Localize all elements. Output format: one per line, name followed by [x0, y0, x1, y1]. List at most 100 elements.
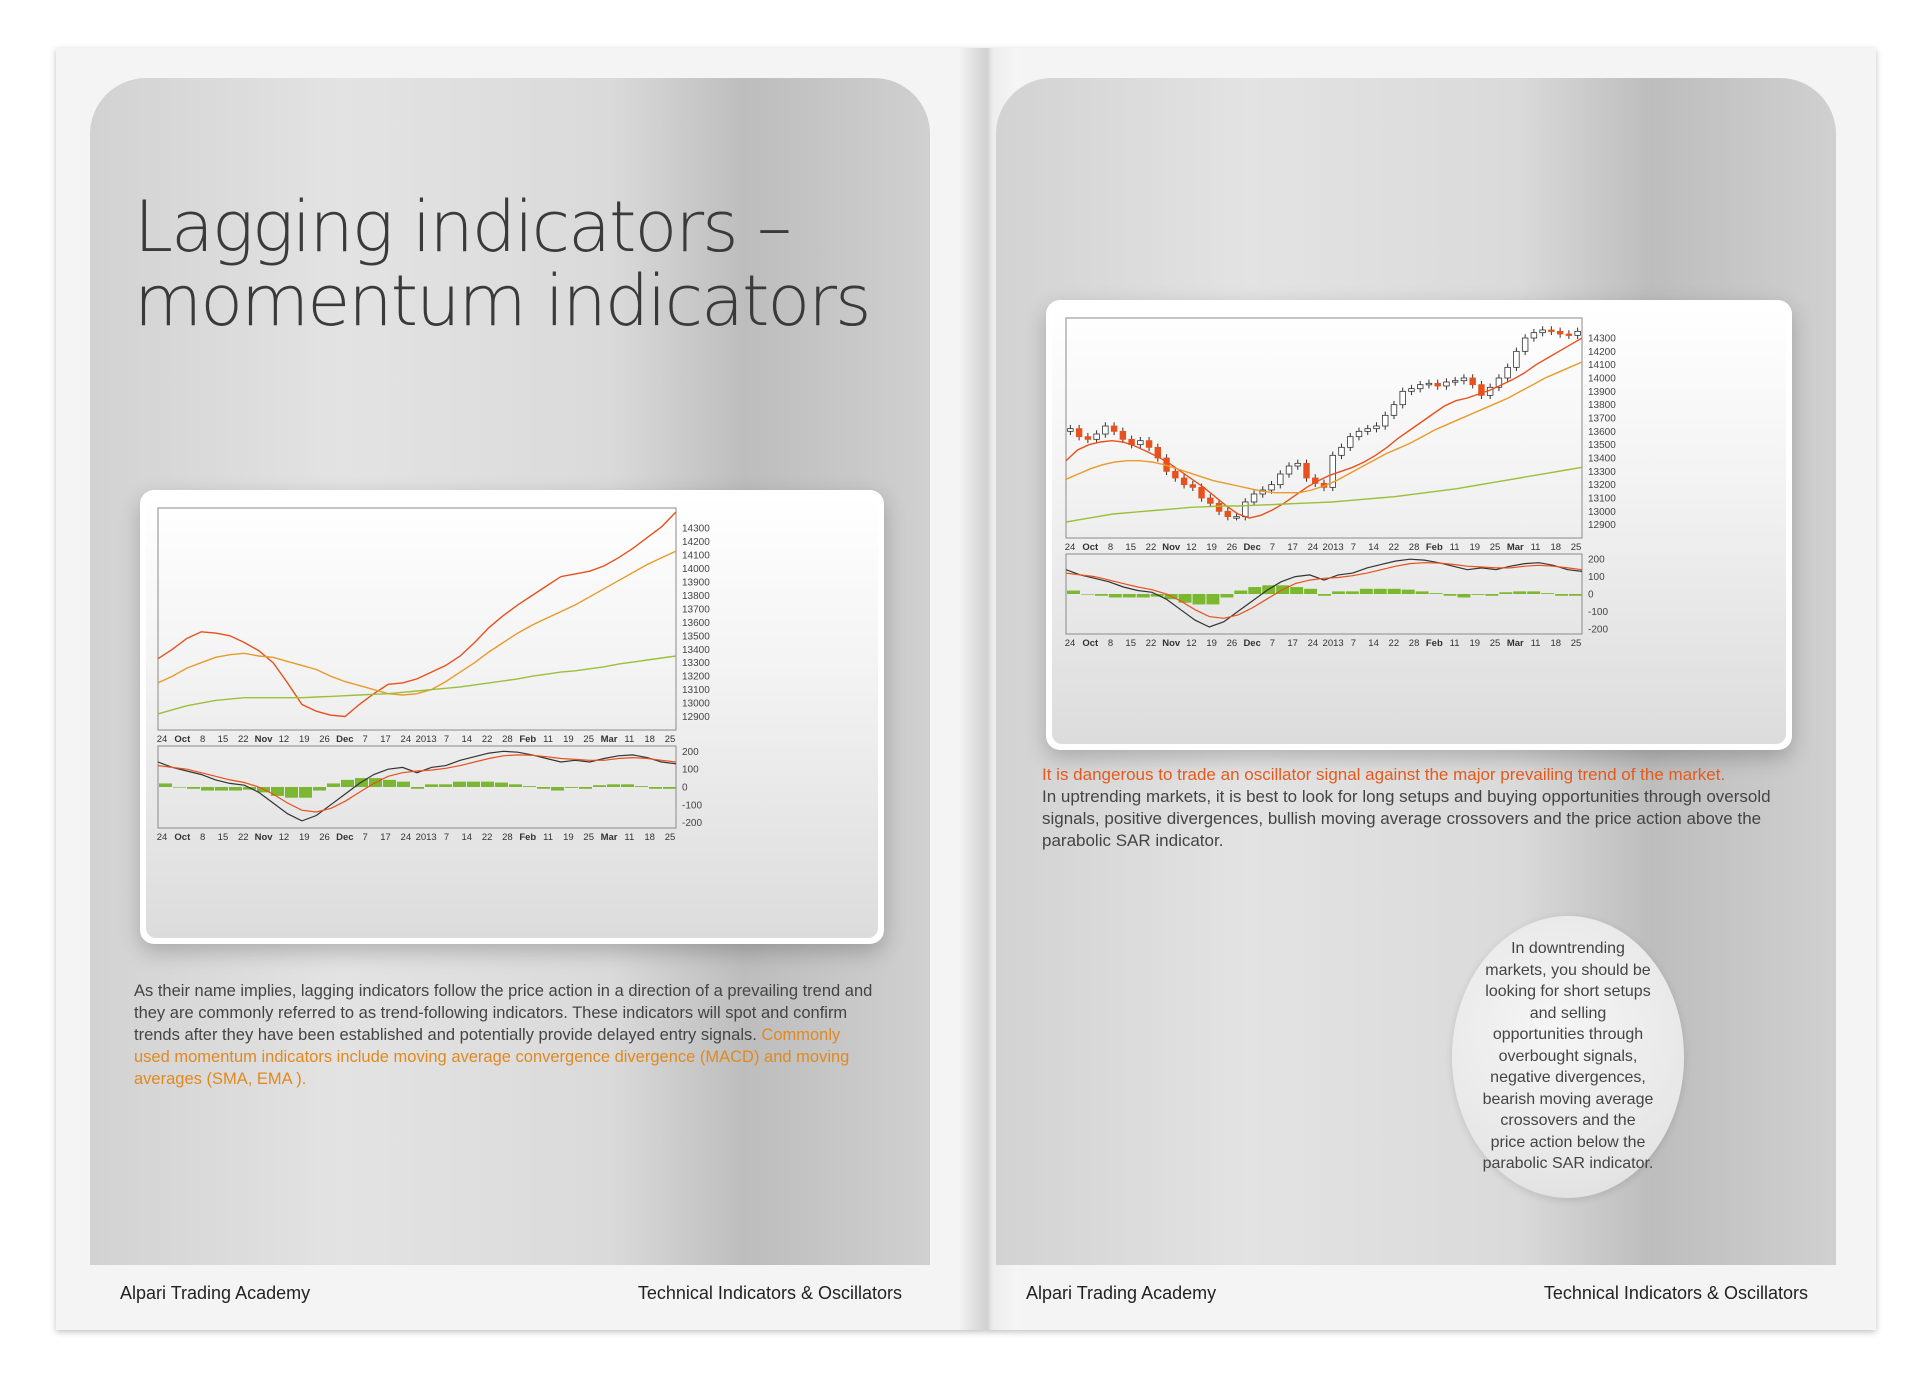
histogram-bar [1136, 594, 1150, 598]
warning-text: It is dangerous to trade an oscillator s… [1042, 765, 1726, 784]
x-tick-label: 8 [200, 734, 205, 745]
x-tick-label: 7 [1270, 542, 1275, 553]
candle [1215, 502, 1223, 512]
histogram-bar [299, 787, 312, 798]
x-tick-label: 24 [1308, 638, 1319, 649]
y-tick-label: 200 [1588, 555, 1605, 566]
histogram-bar [481, 781, 494, 787]
x-tick-label: 22 [482, 734, 493, 745]
y-tick-label: 13100 [1588, 494, 1616, 505]
ma-macd-chart: 14300 14200 14100 14000 13900 13800 13700 13600… [140, 490, 884, 944]
x-tick-label: 7 [363, 734, 368, 745]
highlight-text: Commonly used momentum indicators includ… [134, 1026, 850, 1088]
x-tick-label: 7 [1351, 638, 1356, 649]
x-tick-label: 19 [563, 734, 574, 745]
x-tick-label: Feb [1426, 542, 1443, 553]
candle [1539, 329, 1546, 334]
x-tick-label: 22 [1389, 542, 1400, 553]
x-tick-label: 19 [299, 832, 310, 843]
x-tick-label: 7 [1351, 542, 1356, 553]
x-tick-label: 19 [563, 832, 574, 843]
x-tick-label: 24 [157, 832, 168, 843]
histogram-bar [635, 786, 648, 787]
brochure-spread: Lagging indicators – momentum indicators… [56, 48, 1876, 1330]
histogram-bar [187, 787, 200, 789]
y-tick-label: 0 [1588, 590, 1594, 601]
y-tick-label: 13900 [1588, 387, 1616, 398]
candle [1434, 382, 1441, 387]
candle [1347, 436, 1354, 448]
histogram-bar [467, 781, 480, 787]
x-tick-label: 11 [1531, 638, 1541, 649]
y-tick-label: 13700 [682, 604, 710, 615]
x-tick-label: 12 [1186, 638, 1197, 649]
x-tick-label: 11 [543, 734, 553, 745]
x-tick-label: Mar [1507, 542, 1524, 553]
y-tick-label: 14300 [1588, 334, 1616, 345]
x-tick-label: 18 [644, 734, 655, 745]
candle [1110, 425, 1118, 432]
candle [1285, 465, 1293, 475]
y-tick-label: -100 [682, 800, 702, 811]
x-tick-label: Dec [336, 832, 353, 843]
histogram-bar [1387, 588, 1401, 594]
candle [1294, 462, 1301, 467]
histogram-bar [1248, 587, 1262, 594]
macd-line [157, 750, 677, 822]
x-tick-label: 24 [157, 734, 168, 745]
x-tick-label: 11 [1450, 542, 1460, 553]
candle [1233, 516, 1240, 519]
y-tick-label: 200 [682, 747, 699, 758]
candle [1198, 486, 1205, 499]
candle [1364, 428, 1371, 432]
y-tick-label: 13400 [1588, 454, 1616, 465]
y-tick-label: 14200 [1588, 347, 1616, 358]
x-tick-label: 11 [1450, 638, 1460, 649]
footer-section: Technical Indicators & Oscillators [1543, 1283, 1808, 1303]
x-tick-label: Oct [174, 734, 191, 745]
candle [1521, 337, 1529, 352]
callout-circle: In downtrending markets, you should be l… [1452, 916, 1684, 1198]
x-tick-label: Mar [1507, 638, 1524, 649]
plot-frame [1065, 317, 1583, 539]
histogram-bar [383, 779, 396, 787]
histogram-bar [593, 785, 606, 787]
histogram-bar [1471, 594, 1485, 595]
y-tick-label: 13600 [1588, 427, 1616, 438]
y-tick-label: 13900 [682, 578, 710, 589]
candle [1207, 497, 1214, 504]
x-tick-label: 11 [624, 832, 634, 843]
chart-svg: 1430014200141001400013900138001370013600… [1065, 317, 1616, 649]
candle [1329, 454, 1336, 488]
histogram-bar [1345, 591, 1359, 594]
histogram-bar [1331, 591, 1345, 594]
x-tick-label: 28 [1409, 542, 1420, 553]
y-tick-label: 13000 [1588, 507, 1616, 518]
y-tick-label: 100 [682, 765, 699, 776]
y-tick-label: 14000 [1588, 374, 1616, 385]
x-tick-label: 25 [583, 832, 594, 843]
candle [1338, 446, 1345, 456]
x-tick-label: 25 [1571, 542, 1582, 553]
candle [1399, 390, 1406, 406]
candle [1172, 470, 1179, 479]
x-tick-label: 19 [1470, 542, 1481, 553]
body-text: As their name implies, lagging indicator… [134, 982, 873, 1044]
x-tick-label: Feb [1426, 638, 1443, 649]
candle [1513, 350, 1520, 368]
y-tick-label: 13300 [1588, 467, 1616, 478]
uptrend-text: In uptrending markets, it is best to loo… [1042, 787, 1771, 850]
histogram-bar [607, 784, 620, 787]
chart-area: 14300 14200 14100 14000 13900 13800 13700 13600… [1052, 306, 1786, 744]
x-tick-label: 12 [1186, 542, 1197, 553]
left-page: Lagging indicators – momentum indicators… [90, 78, 930, 1265]
x-tick-label: Feb [519, 734, 536, 745]
histogram-bar [159, 783, 172, 787]
candle [1067, 428, 1074, 432]
histogram-bar [663, 787, 676, 789]
y-tick-label: 13600 [682, 618, 710, 629]
histogram-bar [173, 787, 186, 788]
title-line-2: momentum indicators [134, 260, 871, 342]
candle [1084, 436, 1092, 440]
x-tick-label: 28 [502, 734, 513, 745]
